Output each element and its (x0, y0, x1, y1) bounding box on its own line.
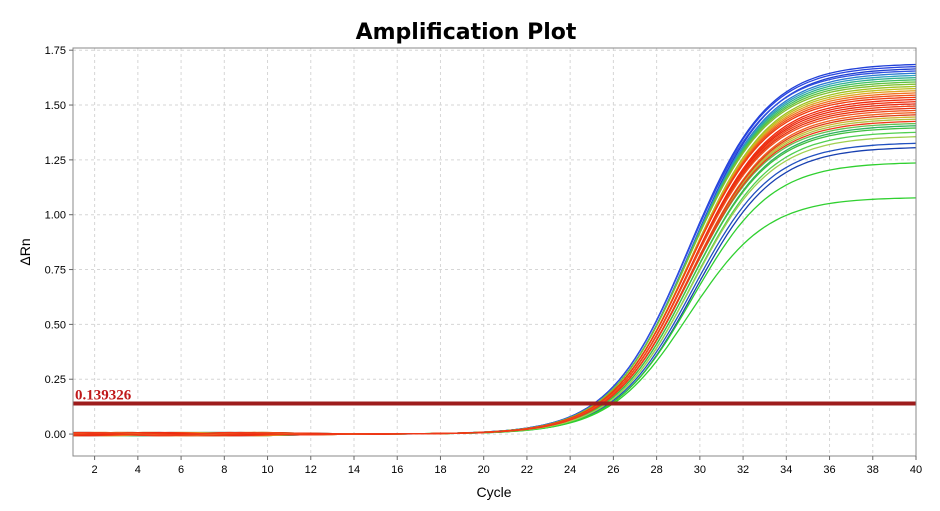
x-tick-label: 36 (823, 464, 835, 476)
amplification-curve (72, 127, 917, 437)
x-tick-label: 20 (478, 464, 490, 476)
grid (73, 48, 917, 456)
amplification-curve (72, 136, 917, 437)
amplification-curve (72, 118, 917, 437)
amplification-curve (72, 107, 917, 437)
x-tick-label: 4 (135, 464, 141, 476)
y-tick-label: 0.00 (45, 429, 66, 441)
y-axis-ticks: 0.00 0.25 0.50 0.75 1.00 1.25 1.50 1.75 (45, 45, 73, 441)
x-tick-label: 28 (650, 464, 662, 476)
x-tick-label: 24 (564, 464, 576, 476)
x-tick-label: 14 (348, 464, 360, 476)
amplification-curve (72, 147, 917, 437)
x-tick-label: 26 (607, 464, 619, 476)
amplification-curve (72, 92, 917, 437)
amplification-curve (72, 197, 917, 437)
amplification-curve (72, 142, 917, 437)
amplification-curve (72, 131, 917, 437)
x-axis-ticks: 2 4 6 8 10 12 14 16 18 20 22 24 26 28 30 32 34 36 38 40 (92, 456, 922, 476)
amplification-curve (72, 85, 917, 437)
amplification-curve (72, 66, 917, 437)
y-tick-label: 1.75 (45, 45, 66, 57)
x-tick-label: 18 (434, 464, 446, 476)
y-tick-label: 1.00 (45, 210, 66, 222)
amplification-curve (72, 101, 917, 437)
amplification-curve (72, 112, 917, 437)
y-tick-label: 1.50 (45, 100, 66, 112)
x-tick-label: 38 (867, 464, 879, 476)
amplification-curve (73, 162, 917, 437)
amplification-curve (72, 90, 917, 437)
amplification-curve (72, 81, 917, 437)
x-tick-label: 12 (305, 464, 317, 476)
x-tick-label: 22 (521, 464, 533, 476)
x-tick-label: 32 (737, 464, 749, 476)
threshold-value-label: 0.139326 (75, 388, 132, 404)
x-tick-label: 30 (694, 464, 706, 476)
amplification-curve (72, 125, 917, 437)
amplification-curve (72, 83, 917, 437)
x-tick-label: 40 (910, 464, 922, 476)
threshold: 0.139326 (73, 388, 916, 406)
amplification-curve (72, 114, 917, 437)
y-tick-label: 1.25 (45, 155, 66, 167)
x-tick-label: 34 (780, 464, 792, 476)
amplification-curve (72, 116, 917, 437)
x-tick-label: 6 (178, 464, 184, 476)
amplification-curves (72, 63, 917, 437)
x-axis-label: Cycle (476, 484, 511, 500)
y-axis-label: ΔRn (17, 238, 33, 265)
amplification-curve (72, 94, 917, 437)
y-tick-label: 0.75 (45, 265, 66, 277)
amplification-curve (72, 87, 917, 437)
x-tick-label: 16 (391, 464, 403, 476)
x-tick-label: 8 (221, 464, 227, 476)
y-tick-label: 0.50 (45, 319, 66, 331)
amplification-curve (72, 120, 917, 437)
plot-frame (72, 47, 917, 457)
chart-title: Amplification Plot (356, 20, 577, 45)
y-tick-label: 0.25 (45, 374, 66, 386)
x-tick-label: 2 (92, 464, 98, 476)
x-tick-label: 10 (261, 464, 273, 476)
